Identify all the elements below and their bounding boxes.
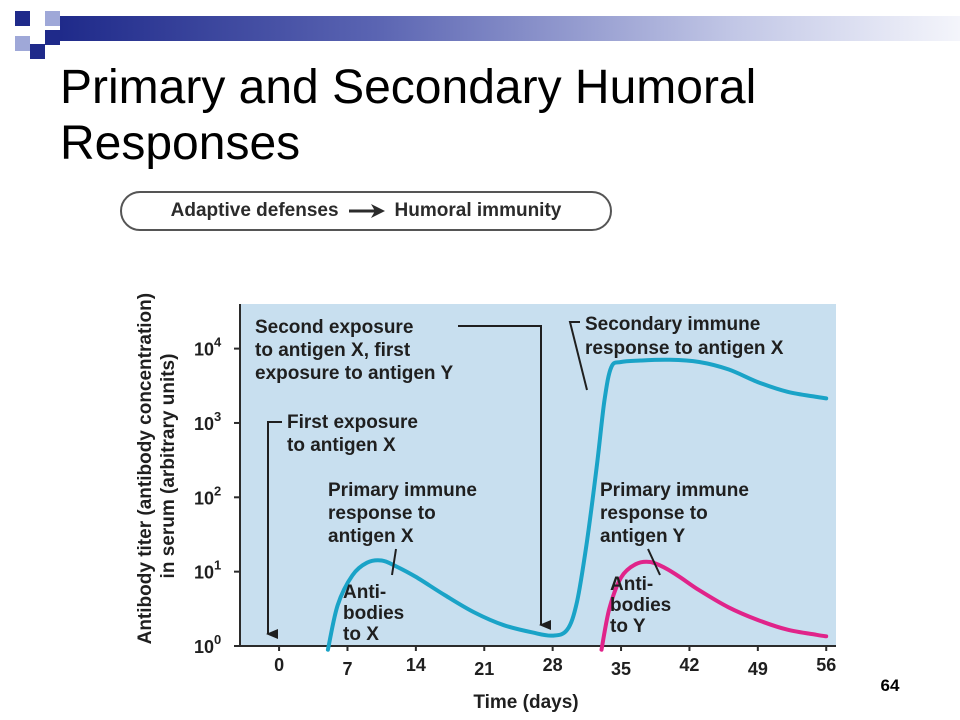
y-tick-label: 103 (194, 409, 221, 434)
annotation-antibodies-x: Anti- bodies to X (343, 582, 410, 645)
corner-square-light-2 (15, 36, 30, 51)
corner-square-navy-2 (45, 30, 60, 45)
y-tick-exponent: 3 (214, 409, 221, 424)
x-tick-label: 21 (474, 659, 494, 679)
x-tick-label: 0 (274, 655, 284, 675)
x-tick-label: 35 (611, 659, 631, 679)
annotation-secondary-response: Secondary immune response to antigen X (585, 314, 784, 359)
annotation-second-exposure: Second exposure to antigen X, first expo… (255, 317, 453, 384)
leader-primary-x (391, 548, 397, 576)
corner-square-navy-1 (15, 11, 30, 26)
annotation-antibodies-x-line3: to X (343, 624, 379, 645)
y-tick-base: 10 (194, 563, 214, 583)
x-tick-label: 42 (679, 655, 699, 675)
annotation-second-exposure-line2: to antigen X, first (255, 340, 411, 361)
annotation-antibodies-x-line1: Anti- (343, 582, 386, 603)
y-tick-base: 10 (194, 488, 214, 508)
x-axis-title: Time (days) (473, 692, 578, 713)
leader-first-exposure (266, 421, 282, 639)
x-tick-label: 49 (748, 659, 768, 679)
corner-square-navy-3 (30, 44, 45, 59)
y-tick-base: 10 (194, 414, 214, 434)
series-line-antibodies-y (599, 559, 829, 652)
breadcrumb-to: Humoral immunity (394, 200, 562, 221)
annotation-antibodies-x-line2: bodies (343, 603, 404, 624)
x-tick-label: 7 (342, 659, 352, 679)
y-axis-title: Antibody titer (antibody concentration) … (135, 288, 179, 645)
y-axis-title-line1: Antibody titer (antibody concentration) (135, 293, 156, 645)
annotation-primary-response-x-line2: response to (328, 503, 436, 524)
y-tick-label: 102 (194, 483, 221, 508)
arrow-right-icon (348, 204, 385, 218)
series-line-antibodies-x (325, 357, 829, 652)
annotation-secondary-response-line1: Secondary immune (585, 314, 760, 335)
annotation-primary-response-x-line3: antigen X (328, 526, 414, 547)
annotation-primary-response-y: Primary immune response to antigen Y (600, 480, 754, 547)
corner-square-light-1 (45, 11, 60, 26)
header-gradient-bar (60, 16, 960, 41)
x-ticks: 0 7 14 21 28 35 42 49 56 (274, 646, 836, 679)
annotation-first-exposure: First exposure to antigen X (287, 412, 423, 456)
annotation-second-exposure-line1: Second exposure (255, 317, 413, 338)
plot-background (240, 304, 836, 646)
y-tick-exponent: 1 (214, 558, 221, 573)
leader-primary-y (647, 548, 661, 576)
annotation-primary-response-x: Primary immune response to antigen X (328, 480, 482, 547)
x-tick-label: 56 (816, 655, 836, 675)
y-tick-base: 10 (194, 340, 214, 360)
leader-lines (266, 321, 661, 639)
breadcrumb-from: Adaptive defenses (170, 200, 339, 221)
annotation-first-exposure-line1: First exposure (287, 412, 418, 433)
annotation-antibodies-y-line1: Anti- (610, 574, 653, 595)
page-number: 64 (880, 676, 900, 695)
y-axis-title-line2: in serum (arbitrary units) (158, 354, 179, 579)
annotation-primary-response-y-line2: response to (600, 503, 708, 524)
annotation-first-exposure-line2: to antigen X (287, 435, 396, 456)
annotation-secondary-response-line2: response to antigen X (585, 338, 784, 359)
annotation-antibodies-y-line3: to Y (610, 616, 646, 637)
y-tick-label: 104 (194, 335, 222, 360)
annotation-antibodies-y: Anti- bodies to Y (610, 574, 677, 637)
annotation-primary-response-x-line1: Primary immune (328, 480, 477, 501)
y-tick-exponent: 0 (214, 632, 221, 647)
y-tick-label: 101 (194, 558, 221, 583)
y-tick-exponent: 2 (214, 483, 221, 498)
y-tick-exponent: 4 (214, 335, 222, 350)
y-tick-label: 100 (194, 632, 221, 657)
slide-title: Primary and Secondary Humoral Responses (60, 61, 757, 170)
x-tick-label: 14 (406, 655, 426, 675)
breadcrumb: Adaptive defenses Humoral immunity (120, 191, 612, 231)
y-tick-base: 10 (194, 637, 214, 657)
x-tick-label: 28 (543, 655, 563, 675)
leader-second-exposure (458, 325, 551, 630)
annotation-second-exposure-line3: exposure to antigen Y (255, 363, 453, 384)
leader-secondary-response (568, 321, 588, 391)
annotation-antibodies-y-line2: bodies (610, 595, 671, 616)
annotation-primary-response-y-line1: Primary immune (600, 480, 749, 501)
annotation-primary-response-y-line3: antigen Y (600, 526, 685, 547)
